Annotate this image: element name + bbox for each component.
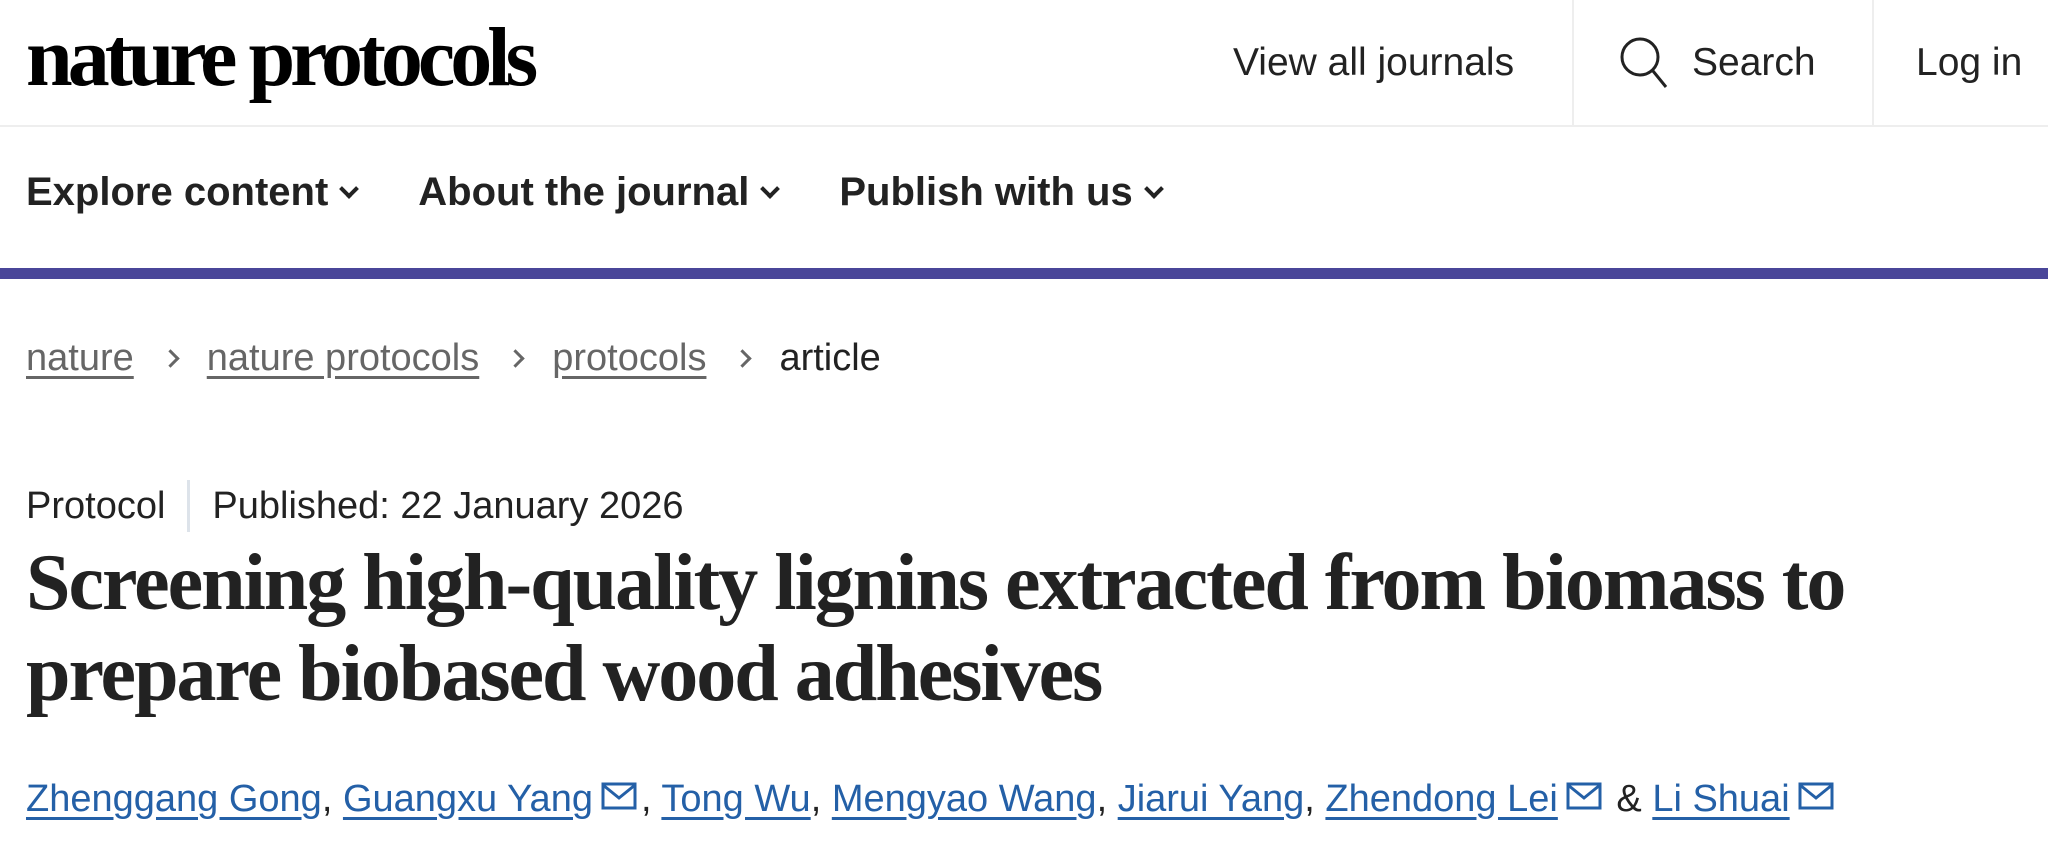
- divider: [1572, 0, 1574, 125]
- nav-explore-content[interactable]: Explore content: [26, 170, 360, 215]
- published-date: Published: 22 January 2026: [212, 484, 684, 527]
- chevron-down-icon: [760, 178, 781, 199]
- main-nav: Explore content About the journal Publis…: [26, 170, 1164, 215]
- nav-label: Explore content: [26, 170, 329, 214]
- search-label: Search: [1692, 40, 1816, 84]
- author-separator: &: [1605, 778, 1653, 820]
- divider: [187, 480, 191, 532]
- chevron-right-icon: [161, 349, 180, 368]
- nav-about-journal[interactable]: About the journal: [418, 170, 781, 215]
- breadcrumb-article: article: [779, 337, 881, 379]
- breadcrumb-nature-protocols[interactable]: nature protocols: [206, 337, 480, 379]
- nav-label: About the journal: [418, 170, 750, 214]
- author-link[interactable]: Li Shuai: [1652, 778, 1790, 820]
- author-link[interactable]: Jiarui Yang: [1117, 778, 1305, 820]
- author-list: Zhenggang Gong, Guangxu Yang, Tong Wu, M…: [26, 778, 1838, 821]
- author-separator: ,: [640, 778, 662, 820]
- breadcrumb: nature nature protocols protocols articl…: [26, 337, 881, 380]
- article-type: Protocol: [26, 484, 166, 527]
- site-header: nature protocols View all journals Searc…: [0, 0, 2048, 127]
- author-link[interactable]: Mengyao Wang: [831, 778, 1097, 820]
- chevron-right-icon: [506, 349, 525, 368]
- author-separator: ,: [1304, 778, 1326, 820]
- view-all-journals-link[interactable]: View all journals: [1233, 0, 1514, 125]
- email-icon[interactable]: [1566, 782, 1602, 810]
- email-icon[interactable]: [601, 782, 637, 810]
- author-link[interactable]: Guangxu Yang: [342, 778, 593, 820]
- breadcrumb-nature[interactable]: nature: [26, 337, 134, 379]
- author-link[interactable]: Zhenggang Gong: [26, 778, 322, 820]
- chevron-right-icon: [733, 349, 753, 368]
- view-all-journals-label: View all journals: [1233, 40, 1515, 84]
- search-button[interactable]: Search: [1618, 0, 1816, 125]
- divider: [1872, 0, 1874, 125]
- accent-bar: [0, 268, 2048, 279]
- chevron-down-icon: [1143, 178, 1164, 199]
- chevron-down-icon: [339, 178, 360, 199]
- author-separator: ,: [321, 778, 343, 820]
- nav-publish-with-us[interactable]: Publish with us: [839, 170, 1164, 215]
- author-separator: ,: [1096, 778, 1118, 820]
- article-title: Screening high-quality lignins extracted…: [26, 539, 1846, 718]
- article-meta: Protocol Published: 22 January 2026: [26, 480, 684, 532]
- author-link[interactable]: Tong Wu: [661, 778, 811, 820]
- login-label: Log in: [1916, 40, 2023, 84]
- breadcrumb-protocols[interactable]: protocols: [552, 337, 707, 379]
- author-separator: ,: [810, 778, 832, 820]
- journal-logo[interactable]: nature protocols: [26, 11, 538, 104]
- email-icon[interactable]: [1798, 782, 1834, 810]
- nav-label: Publish with us: [839, 170, 1133, 214]
- author-link[interactable]: Zhendong Lei: [1325, 778, 1558, 820]
- login-link[interactable]: Log in: [1916, 0, 2022, 125]
- search-icon: [1620, 37, 1668, 88]
